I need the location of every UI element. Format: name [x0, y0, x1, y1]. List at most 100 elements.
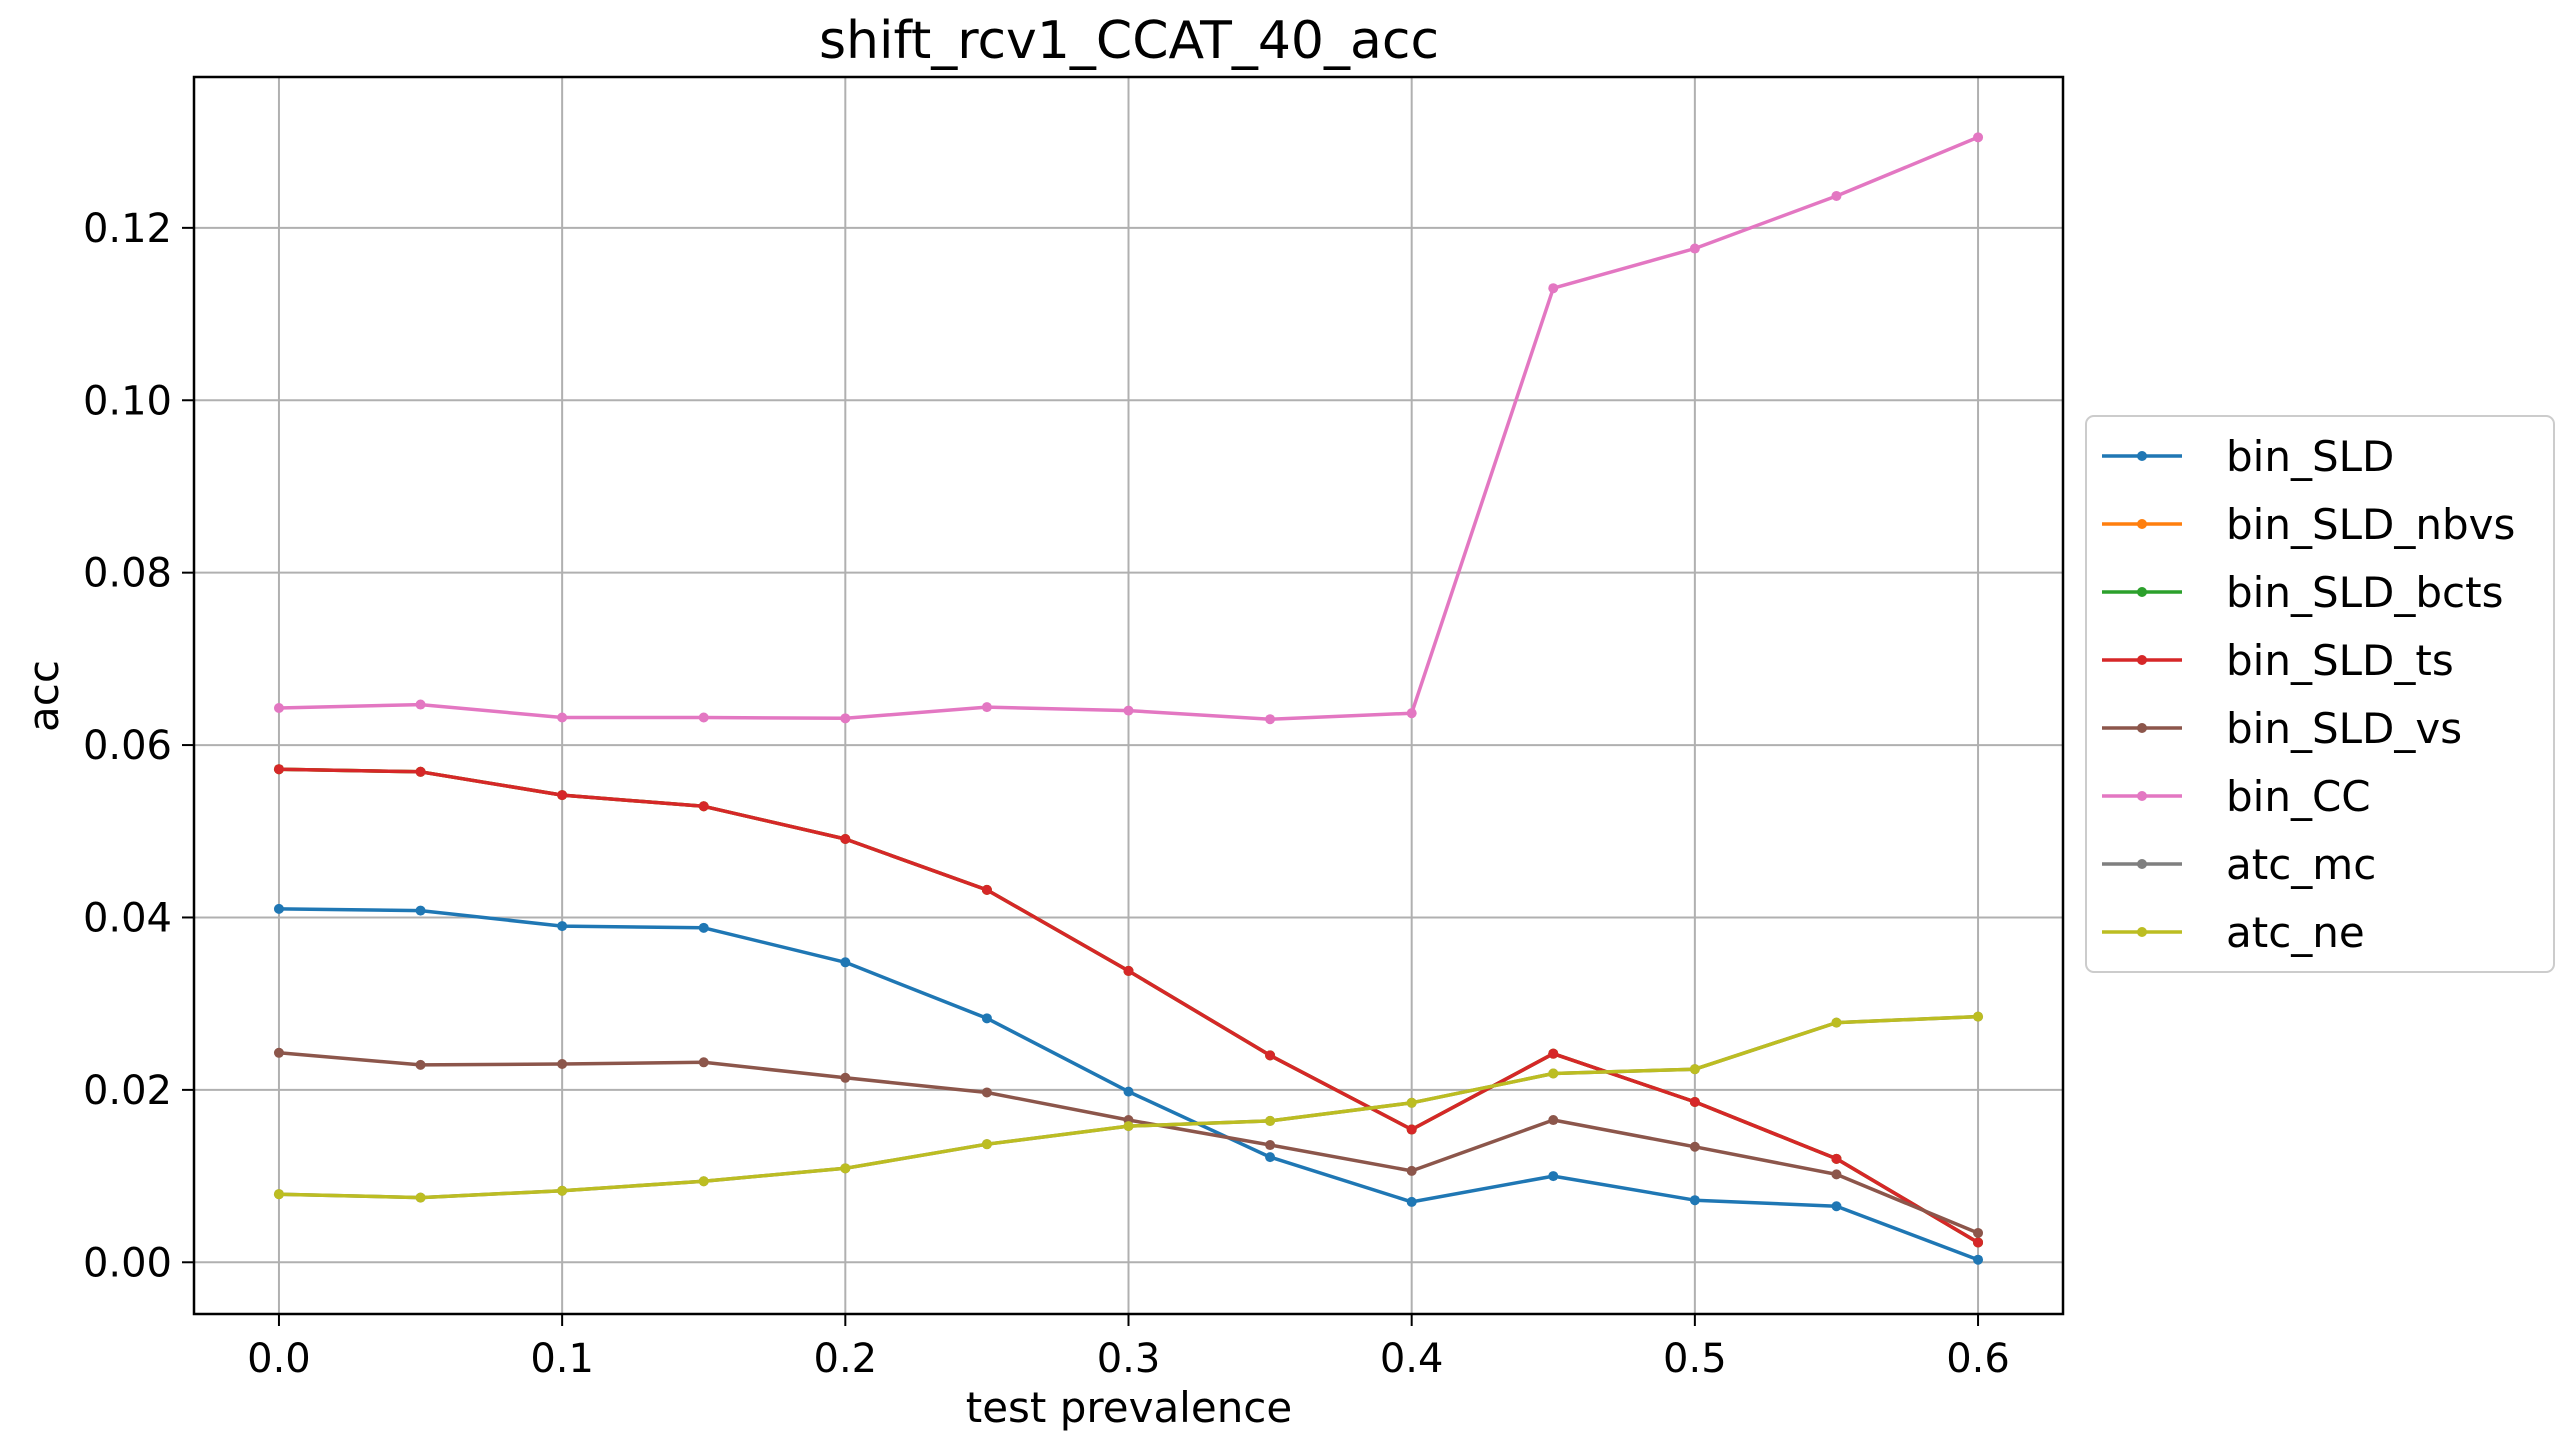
data-point-bin_CC	[273, 702, 284, 713]
series-bin_CC	[273, 132, 1984, 725]
x-tick-label: 0.2	[814, 1336, 878, 1382]
data-point-bin_SLD_vs	[698, 1057, 709, 1068]
y-tick-label: 0.08	[83, 551, 172, 597]
data-point-atc_ne	[1406, 1097, 1417, 1108]
legend-swatch-marker	[2137, 859, 2147, 869]
y-tick-label: 0.12	[83, 206, 172, 252]
x-tick-label: 0.5	[1663, 1336, 1727, 1382]
data-point-bin_SLD	[273, 903, 284, 914]
data-point-bin_SLD	[840, 957, 851, 968]
data-point-bin_SLD_vs	[981, 1087, 992, 1098]
data-point-bin_SLD_ts	[557, 790, 568, 801]
legend-entry: bin_CC	[2102, 772, 2371, 821]
legend-entry: bin_SLD_ts	[2102, 636, 2454, 685]
series-bin_SLD_ts	[273, 764, 1984, 1248]
data-point-bin_CC	[1973, 132, 1984, 143]
legend-entry: bin_SLD	[2102, 432, 2394, 481]
data-point-bin_SLD_ts	[1406, 1124, 1417, 1135]
legend-swatch-marker	[2137, 791, 2147, 801]
data-point-bin_SLD_ts	[1831, 1153, 1842, 1164]
y-tick-label: 0.06	[83, 723, 172, 769]
data-point-bin_CC	[1406, 708, 1417, 719]
data-point-bin_SLD_ts	[698, 801, 709, 812]
legend-entry: atc_mc	[2102, 840, 2376, 889]
data-point-atc_ne	[415, 1192, 426, 1203]
legend-entry: atc_ne	[2102, 908, 2365, 957]
data-point-atc_ne	[1973, 1011, 1984, 1022]
data-point-bin_SLD	[981, 1013, 992, 1024]
data-point-bin_SLD	[1973, 1254, 1984, 1265]
chart-title: shift_rcv1_CCAT_40_acc	[819, 11, 1439, 71]
data-point-atc_ne	[557, 1185, 568, 1196]
legend-swatch-marker	[2137, 655, 2147, 665]
y-tick-label: 0.02	[83, 1068, 172, 1114]
data-point-atc_ne	[1689, 1064, 1700, 1075]
x-tick-label: 0.0	[247, 1336, 311, 1382]
x-tick-label: 0.6	[1946, 1336, 2010, 1382]
data-point-bin_SLD	[1406, 1196, 1417, 1207]
data-point-atc_ne	[698, 1176, 709, 1187]
y-tick-label: 0.10	[83, 378, 172, 424]
data-point-bin_SLD	[698, 922, 709, 933]
data-point-bin_CC	[1689, 243, 1700, 254]
data-point-bin_CC	[698, 712, 709, 723]
data-point-bin_SLD	[415, 905, 426, 916]
data-point-bin_CC	[557, 712, 568, 723]
data-point-bin_SLD_vs	[1406, 1165, 1417, 1176]
data-point-bin_CC	[981, 702, 992, 713]
data-point-bin_SLD_ts	[1689, 1096, 1700, 1107]
x-axis-label: test prevalence	[966, 1383, 1293, 1432]
data-point-bin_SLD_ts	[273, 764, 284, 775]
series-lines	[273, 132, 1984, 1265]
data-point-bin_CC	[1265, 714, 1276, 725]
legend-label: bin_SLD_ts	[2226, 636, 2454, 685]
x-tick-label: 0.3	[1097, 1336, 1161, 1382]
legend-swatch-marker	[2137, 927, 2147, 937]
grid	[194, 77, 2063, 1314]
data-point-bin_SLD	[1689, 1195, 1700, 1206]
axis-ticks: 0.0 0.1 0.2 0.3 0.4 0.5 0.6 0.00 0.02 0.04 0.06 0.0…	[83, 206, 2010, 1382]
legend-entry: bin_SLD_bcts	[2102, 568, 2503, 617]
legend-entry: bin_SLD_nbvs	[2102, 500, 2515, 549]
legend-label: bin_SLD_vs	[2226, 704, 2462, 753]
data-point-bin_SLD_ts	[415, 766, 426, 777]
legend-swatch-marker	[2137, 587, 2147, 597]
legend-swatch-marker	[2137, 519, 2147, 529]
data-point-bin_SLD_ts	[1548, 1048, 1559, 1059]
series-bin_SLD_vs	[273, 1047, 1984, 1238]
data-point-bin_SLD	[1831, 1201, 1842, 1212]
data-point-bin_CC	[1831, 190, 1842, 201]
data-point-bin_CC	[1548, 283, 1559, 294]
data-point-atc_ne	[273, 1189, 284, 1200]
data-point-bin_SLD	[1123, 1086, 1134, 1097]
data-point-atc_ne	[1123, 1121, 1134, 1132]
series-bin_SLD	[273, 903, 1984, 1265]
legend-frame	[2085, 415, 2555, 973]
data-point-atc_ne	[1548, 1068, 1559, 1079]
data-point-bin_SLD_ts	[840, 834, 851, 845]
legend-label: bin_SLD	[2226, 432, 2394, 481]
data-point-bin_SLD_ts	[981, 884, 992, 895]
legend-label: atc_ne	[2226, 908, 2365, 957]
data-point-bin_SLD_vs	[1548, 1115, 1559, 1126]
legend-label: bin_SLD_nbvs	[2226, 500, 2515, 549]
y-axis-label: acc	[19, 660, 68, 732]
data-point-bin_SLD_ts	[1265, 1050, 1276, 1061]
data-point-atc_ne	[840, 1163, 851, 1174]
legend-swatch-marker	[2137, 723, 2147, 733]
y-tick-label: 0.00	[83, 1240, 172, 1286]
y-tick-label: 0.04	[83, 895, 172, 941]
data-point-bin_SLD	[1265, 1152, 1276, 1163]
data-point-bin_CC	[840, 713, 851, 724]
x-tick-label: 0.1	[530, 1336, 594, 1382]
data-point-atc_ne	[1831, 1017, 1842, 1028]
data-point-bin_SLD_vs	[1831, 1169, 1842, 1180]
data-point-bin_SLD_vs	[415, 1059, 426, 1070]
data-point-bin_SLD	[1548, 1171, 1559, 1182]
data-point-atc_ne	[981, 1139, 992, 1150]
series-atc_ne	[273, 1011, 1984, 1203]
data-point-bin_SLD_vs	[557, 1059, 568, 1070]
data-point-bin_SLD_ts	[1973, 1237, 1984, 1248]
